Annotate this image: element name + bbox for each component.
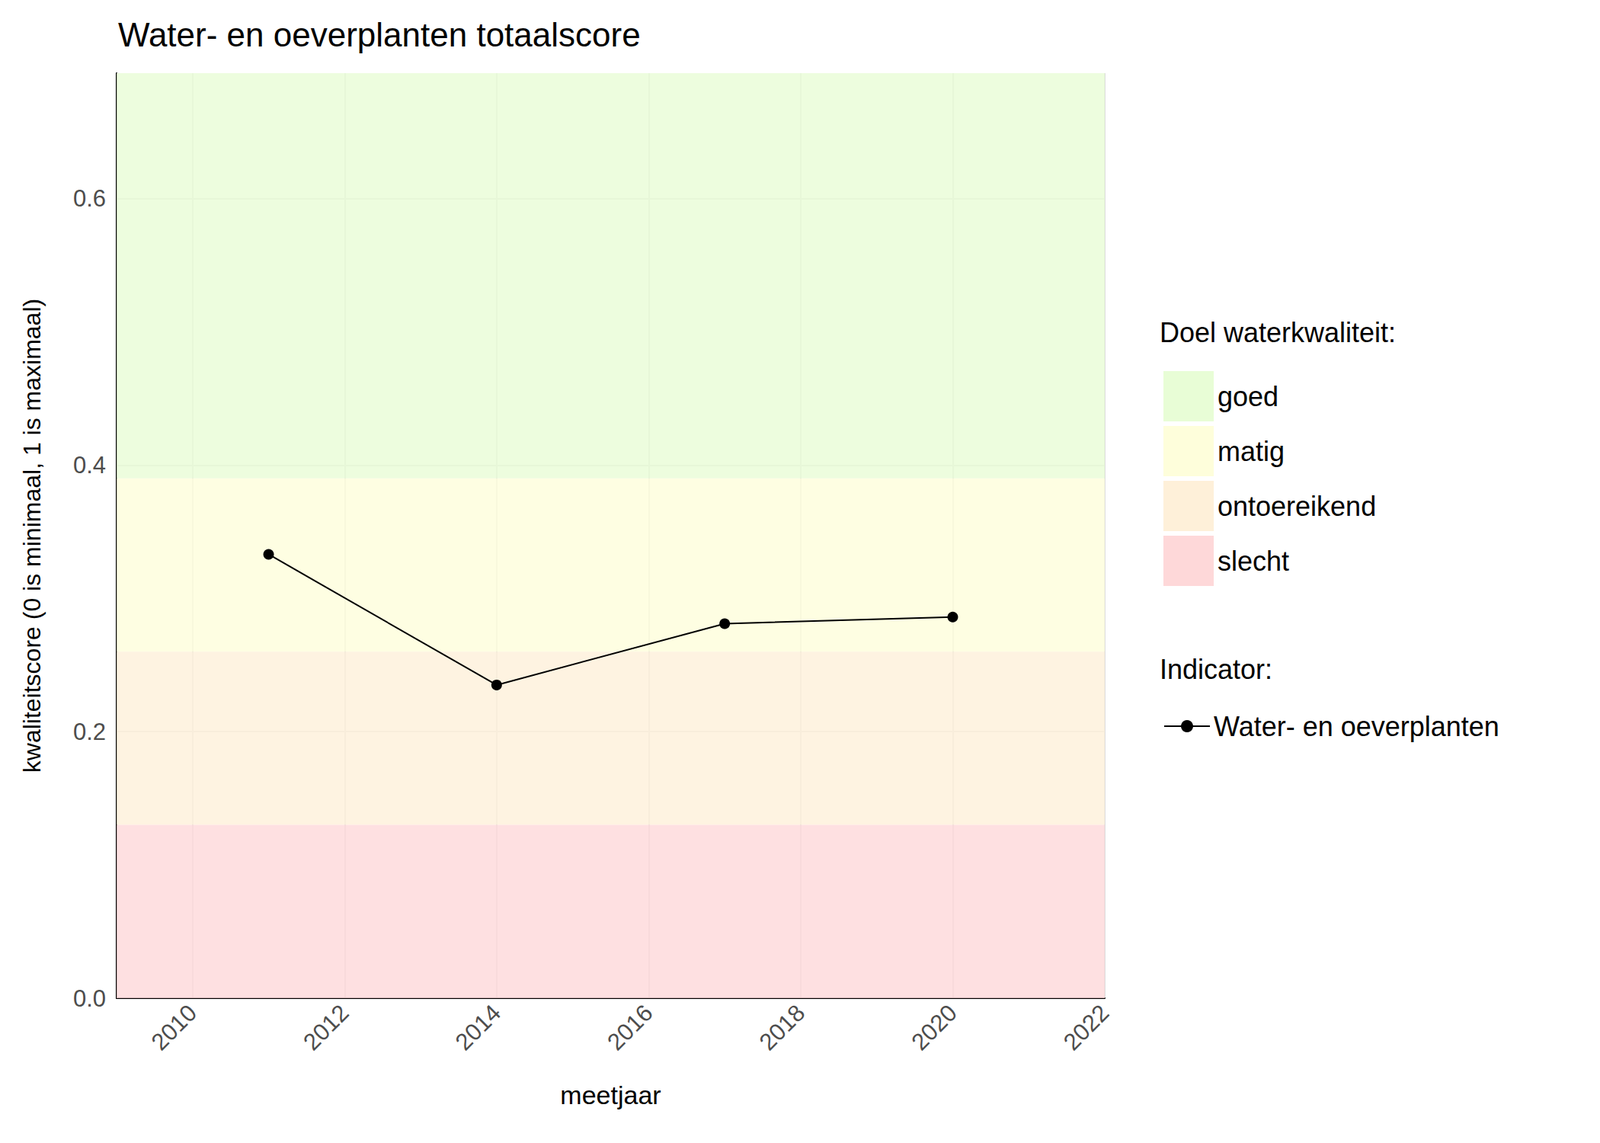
svg-text:slecht: slecht <box>1217 545 1290 577</box>
svg-text:Water- en oeverplanten totaals: Water- en oeverplanten totaalscore <box>118 16 641 54</box>
svg-text:2022: 2022 <box>1058 999 1114 1056</box>
svg-text:ontoereikend: ontoereikend <box>1217 490 1376 522</box>
svg-text:Indicator:: Indicator: <box>1159 653 1273 685</box>
svg-text:2016: 2016 <box>601 999 658 1056</box>
svg-text:2018: 2018 <box>754 999 810 1056</box>
svg-text:kwaliteitscore (0 is minimaal,: kwaliteitscore (0 is minimaal, 1 is maxi… <box>18 298 46 773</box>
svg-text:meetjaar: meetjaar <box>560 1080 661 1110</box>
svg-text:0.2: 0.2 <box>73 718 106 746</box>
svg-text:2010: 2010 <box>146 999 202 1056</box>
svg-text:0.6: 0.6 <box>73 185 106 212</box>
svg-text:2014: 2014 <box>450 999 506 1056</box>
svg-text:2012: 2012 <box>297 999 354 1056</box>
svg-text:0.0: 0.0 <box>73 985 106 1012</box>
svg-text:matig: matig <box>1217 435 1285 468</box>
svg-text:Doel waterkwaliteit:: Doel waterkwaliteit: <box>1159 316 1396 349</box>
svg-text:2020: 2020 <box>905 999 962 1056</box>
svg-text:Water- en oeverplanten: Water- en oeverplanten <box>1213 710 1500 743</box>
svg-text:goed: goed <box>1217 380 1279 413</box>
svg-text:0.4: 0.4 <box>73 451 106 479</box>
